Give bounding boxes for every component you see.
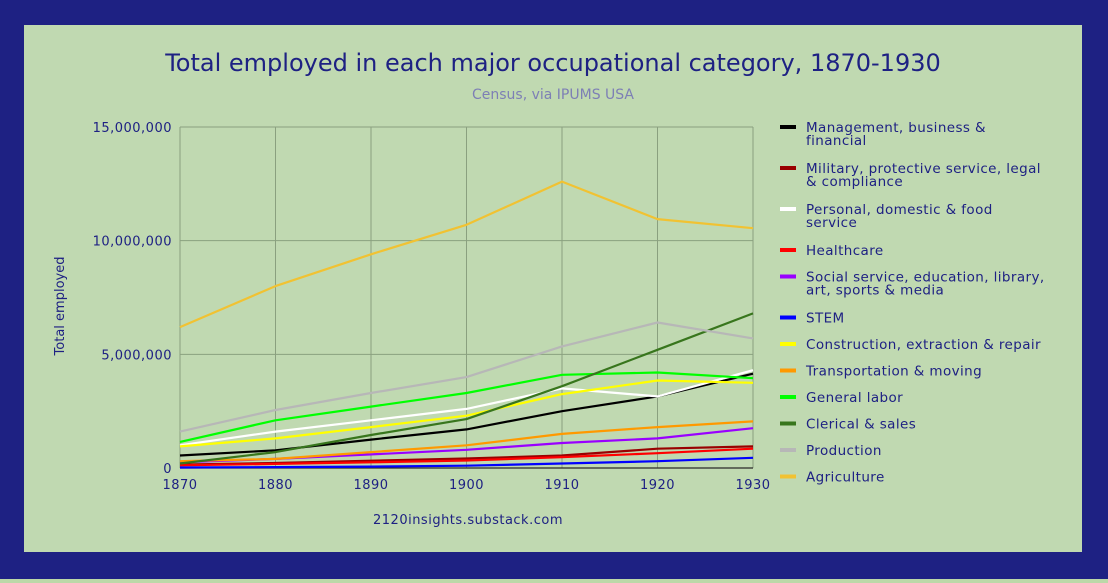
x-tick-label: 1900: [449, 478, 484, 493]
x-tick-label: 1890: [353, 478, 388, 493]
series-line-stem: [179, 456, 754, 469]
legend-label: financial: [806, 133, 867, 149]
legend-swatch: [780, 395, 796, 399]
legend-swatch: [780, 315, 796, 320]
legend-swatch: [780, 368, 796, 373]
bottom-stripe: [0, 579, 1108, 583]
legend-label: Healthcare: [806, 243, 884, 259]
chart-title: Total employed in each major occupationa…: [164, 49, 941, 77]
legend-item-general-labor: General labor: [780, 390, 903, 406]
legend-item-management-business-financial: Management, business &financial: [780, 120, 986, 149]
legend-label: & compliance: [806, 174, 903, 190]
series-line-personal-domestic-food-service: [179, 369, 754, 447]
series-line-construction-extraction-repair: [179, 379, 754, 448]
legend-label: Production: [806, 443, 882, 459]
legend-swatch: [780, 274, 796, 279]
chart-subtitle: Census, via IPUMS USA: [472, 87, 634, 103]
x-tick-label: 1930: [735, 478, 770, 493]
legend-label: Agriculture: [806, 470, 885, 486]
legend-item-military-protective-service-legal-compliance: Military, protective service, legal& com…: [780, 161, 1041, 190]
series-line-general-labor: [179, 371, 754, 443]
legend-item-social-service-education-library-art-sports-media: Social service, education, library,art, …: [780, 270, 1045, 299]
legend-swatch: [780, 125, 796, 129]
y-tick-label: 15,000,000: [93, 121, 172, 136]
x-tick-label: 1920: [640, 478, 675, 493]
legend-label: service: [806, 215, 857, 231]
legend-label: Management, business &: [806, 120, 986, 136]
legend-item-clerical-sales: Clerical & sales: [780, 417, 916, 433]
x-tick-label: 1880: [258, 478, 293, 493]
y-axis: 0 5,000,000 10,000,000 15,000,000: [93, 121, 172, 477]
legend-swatch: [780, 342, 796, 346]
legend-item-healthcare: Healthcare: [780, 243, 884, 259]
series-line-agriculture: [179, 180, 754, 329]
legend-item-agriculture: Agriculture: [780, 470, 885, 486]
series-lines: [179, 180, 754, 469]
y-tick-label: 5,000,000: [101, 348, 172, 363]
x-tick-label: 1870: [162, 478, 197, 493]
grid: [179, 126, 754, 469]
legend-label: STEM: [806, 311, 845, 327]
series-line-clerical-sales: [179, 312, 754, 465]
legend-label: Personal, domestic & food: [806, 202, 993, 218]
legend-swatch: [780, 448, 796, 452]
legend-item-construction-extraction-repair: Construction, extraction & repair: [780, 337, 1041, 353]
source-note: 2120insights.substack.com: [373, 513, 563, 528]
legend-label: Clerical & sales: [806, 417, 916, 433]
series-line-production: [179, 321, 754, 433]
y-tick-label: 0: [163, 462, 172, 477]
x-axis: 1870 1880 1890 1900 1910 1920 1930: [162, 478, 770, 493]
legend-item-production: Production: [780, 443, 882, 459]
legend-swatch: [780, 207, 796, 211]
legend-label: art, sports & media: [806, 283, 944, 299]
series-line-healthcare: [179, 447, 754, 467]
legend-item-stem: STEM: [780, 311, 845, 327]
y-axis-label: Total employed: [53, 257, 68, 357]
legend-label: Social service, education, library,: [806, 270, 1045, 286]
legend-label: Military, protective service, legal: [806, 161, 1041, 177]
legend-swatch: [780, 474, 796, 479]
legend-swatch: [780, 421, 796, 426]
legend-label: Construction, extraction & repair: [806, 337, 1041, 353]
legend-label: General labor: [806, 390, 903, 406]
legend-item-transportation-moving: Transportation & moving: [780, 364, 982, 380]
x-tick-label: 1910: [544, 478, 579, 493]
legend-label: Transportation & moving: [805, 364, 982, 380]
series-line-transportation-moving: [179, 420, 754, 463]
legend: Management, business &financial Military,…: [780, 120, 1045, 486]
legend-swatch: [780, 248, 796, 252]
legend-swatch: [780, 166, 796, 170]
y-tick-label: 10,000,000: [93, 235, 172, 250]
